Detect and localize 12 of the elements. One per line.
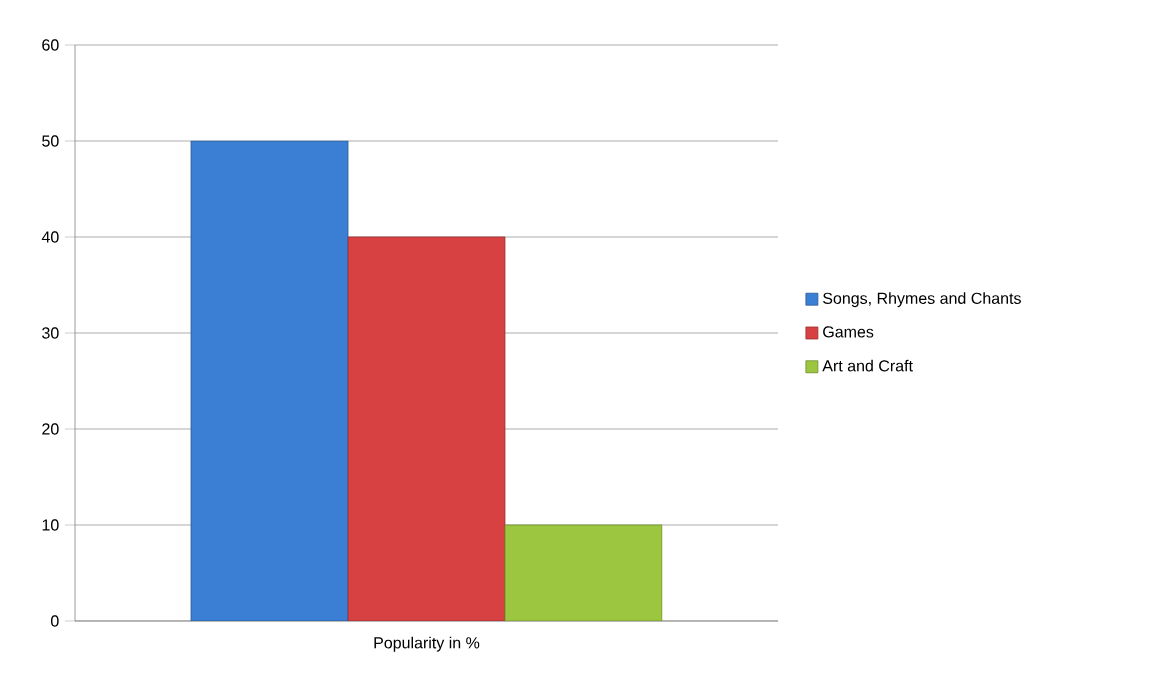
legend-label: Games <box>823 326 874 338</box>
x-tick-label: Popularity in % <box>374 636 480 652</box>
y-tick-label: 50 <box>42 135 59 147</box>
y-tick-label: 60 <box>42 39 59 51</box>
y-tick-label: 10 <box>42 519 59 531</box>
y-tick-label: 40 <box>41 231 59 243</box>
y-tick-label: 0 <box>51 615 59 627</box>
legend-label: Songs, Rhymes and Chants <box>823 292 1021 308</box>
y-tick-label: 20 <box>42 423 59 435</box>
legend-label: Art and Craft <box>822 359 913 372</box>
bar <box>504 524 663 621</box>
y-tick-label: 30 <box>42 327 59 339</box>
